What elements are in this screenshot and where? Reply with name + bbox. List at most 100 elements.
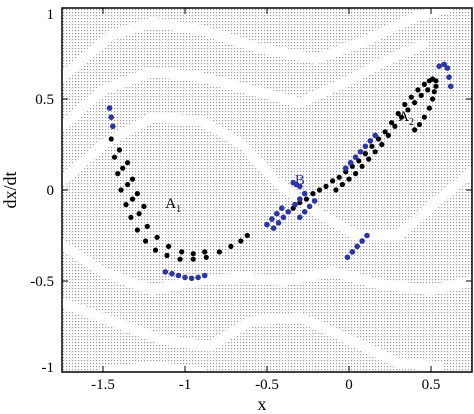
data-point-1-30 <box>129 176 136 182</box>
y-tick-label: 0 <box>47 183 55 199</box>
data-point-2-43 <box>444 65 451 71</box>
data-point-1-13 <box>203 254 209 260</box>
data-point-2-22 <box>297 214 303 221</box>
data-point-1-14 <box>216 249 222 255</box>
data-point-1-25 <box>166 243 172 249</box>
data-point-1-7 <box>134 227 140 233</box>
data-point-2-40 <box>364 232 370 239</box>
data-point-1-12 <box>190 256 196 262</box>
data-point-2-9 <box>169 270 175 277</box>
data-point-2-34 <box>367 138 374 144</box>
data-point-1-51 <box>408 94 414 100</box>
x-tick-label: -1.5 <box>91 377 115 393</box>
data-point-1-20 <box>125 181 131 188</box>
data-point-1-65 <box>385 132 391 138</box>
data-point-1-37 <box>316 187 323 193</box>
data-point-1-10 <box>164 252 170 259</box>
data-point-2-36 <box>344 254 351 261</box>
data-point-2-13 <box>274 210 280 217</box>
data-point-2-4 <box>175 272 182 279</box>
data-point-1-19 <box>120 165 126 171</box>
y-tick-label: 0.5 <box>35 92 54 108</box>
data-point-1-69 <box>412 100 418 106</box>
data-point-1-27 <box>190 251 196 257</box>
data-point-1-70 <box>418 92 424 98</box>
data-point-1-59 <box>346 176 352 182</box>
data-point-2-15 <box>270 225 277 231</box>
x-tick-label: 0.5 <box>422 377 441 393</box>
data-point-1-60 <box>353 171 359 177</box>
data-point-1-57 <box>333 187 339 193</box>
data-point-2-1 <box>106 105 113 111</box>
data-point-2-45 <box>447 83 454 90</box>
data-point-2-23 <box>301 209 308 215</box>
data-point-2-19 <box>292 201 298 208</box>
data-point-1-53 <box>421 81 427 87</box>
data-point-2-10 <box>162 269 169 275</box>
data-point-2-41 <box>436 63 443 69</box>
data-point-1-67 <box>398 114 405 120</box>
basin-gap-2 <box>62 39 428 132</box>
data-point-1-40 <box>336 174 342 180</box>
data-point-1-50 <box>402 101 408 108</box>
data-point-2-11 <box>264 221 270 228</box>
data-point-1-35 <box>303 196 309 202</box>
y-tick-label: -1 <box>42 360 55 376</box>
data-point-2-17 <box>280 214 287 221</box>
data-point-1-71 <box>425 87 431 93</box>
data-point-1-46 <box>375 136 382 142</box>
data-point-1-47 <box>382 129 388 135</box>
data-point-1-66 <box>392 123 398 129</box>
basin-gap-6 <box>98 361 207 372</box>
data-point-1-36 <box>310 191 316 197</box>
data-point-1-5 <box>123 202 129 208</box>
data-point-1-11 <box>177 256 183 262</box>
data-point-1-73 <box>416 121 423 128</box>
data-point-1-3 <box>115 171 121 177</box>
data-point-1-22 <box>136 211 142 217</box>
data-point-1-18 <box>116 147 122 153</box>
data-point-1-28 <box>202 249 208 255</box>
basin-gap-3 <box>62 112 472 241</box>
data-point-1-39 <box>330 178 336 184</box>
data-point-1-77 <box>431 89 437 95</box>
basin-region <box>62 8 472 372</box>
data-point-2-5 <box>182 274 188 281</box>
data-point-2-33 <box>362 143 369 150</box>
x-axis-title: x <box>258 394 267 414</box>
data-point-1-44 <box>362 151 368 157</box>
data-point-1-56 <box>433 78 439 84</box>
data-point-1-16 <box>238 238 244 244</box>
basin-bands <box>62 8 472 372</box>
data-point-1-74 <box>421 114 427 120</box>
data-point-1-4 <box>118 187 124 193</box>
x-tick-label: -0.5 <box>255 377 279 393</box>
data-point-2-24 <box>306 203 313 210</box>
data-point-2-7 <box>195 274 201 281</box>
data-point-1-58 <box>339 181 345 188</box>
data-point-2-32 <box>357 149 364 155</box>
data-point-2-29 <box>342 165 349 171</box>
data-point-2-38 <box>354 243 361 250</box>
data-point-1-61 <box>359 163 365 169</box>
basin-gap-4 <box>62 239 472 296</box>
data-point-1-76 <box>430 96 436 102</box>
data-point-1-68 <box>405 107 411 113</box>
data-point-2-2 <box>108 114 114 120</box>
y-axis-title: dx/dt <box>0 171 20 208</box>
data-point-1-75 <box>426 105 432 111</box>
data-point-1-15 <box>228 243 234 249</box>
data-point-1-31 <box>134 191 140 197</box>
data-point-2-8 <box>201 272 208 279</box>
data-point-1-38 <box>323 183 329 189</box>
data-point-2-44 <box>446 74 452 80</box>
data-point-1-72 <box>412 127 418 133</box>
data-point-2-14 <box>279 205 285 211</box>
data-point-1-29 <box>125 160 131 166</box>
data-point-1-23 <box>144 223 150 229</box>
data-point-2-37 <box>349 249 356 255</box>
data-point-2-6 <box>188 275 195 282</box>
data-point-1-26 <box>179 249 185 255</box>
data-point-2-25 <box>311 198 318 204</box>
